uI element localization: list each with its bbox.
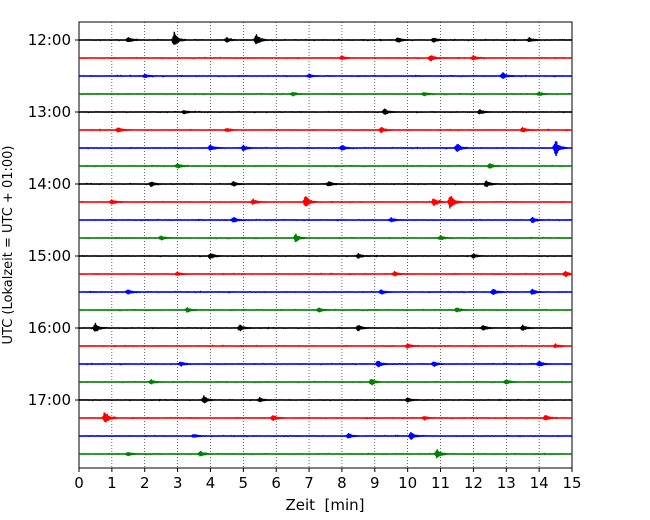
trace-line	[78, 288, 573, 296]
x-tick-label: 13	[497, 474, 516, 492]
trace-line	[78, 252, 573, 260]
x-tick-label: 12	[464, 474, 483, 492]
trace-line	[78, 54, 573, 62]
trace-line	[78, 163, 573, 169]
x-tick-label: 11	[431, 474, 450, 492]
trace-line	[78, 412, 573, 423]
y-axis: 12:00 13:00 14:00 15:00 16:00 17:00	[28, 31, 79, 409]
trace-line	[78, 431, 573, 440]
y-tick-label: 14:00	[28, 175, 71, 193]
x-tick-label: 15	[562, 474, 581, 492]
plot-area	[78, 21, 573, 469]
trace-group	[78, 31, 573, 459]
x-tick-label: 14	[530, 474, 549, 492]
x-tick-label: 4	[206, 474, 216, 492]
trace-line	[78, 141, 573, 157]
x-axis-title: Zeit [min]	[285, 496, 364, 514]
trace-line	[78, 195, 573, 209]
trace-line	[78, 322, 573, 332]
x-tick-label: 0	[74, 474, 84, 492]
x-tick-label: 3	[173, 474, 183, 492]
trace-line	[78, 72, 573, 79]
y-tick-label: 15:00	[28, 247, 71, 265]
trace-line	[78, 91, 573, 97]
trace-line	[78, 216, 573, 223]
x-tick-label: 6	[271, 474, 281, 492]
trace-line	[78, 449, 573, 459]
trace-line	[78, 108, 573, 115]
x-axis: 0 1 2 3 4 5 6 7 8 9 10 11 12 13 14 15	[74, 468, 582, 492]
trace-line	[78, 270, 573, 278]
trace-line	[78, 31, 573, 45]
y-tick-label: 12:00	[28, 31, 71, 49]
y-axis-title: UTC (Lokalzeit = UTC + 01:00)	[1, 146, 16, 345]
x-tick-label: 10	[398, 474, 417, 492]
trace-line	[78, 360, 573, 368]
y-tick-label: 13:00	[28, 103, 71, 121]
trace-line	[78, 379, 573, 386]
trace-line	[78, 180, 573, 188]
trace-line	[78, 233, 573, 243]
grid-lines	[111, 22, 540, 468]
x-tick-label: 8	[337, 474, 347, 492]
trace-line	[78, 126, 573, 133]
x-tick-label: 1	[107, 474, 117, 492]
x-tick-label: 5	[239, 474, 249, 492]
trace-line	[78, 343, 573, 349]
y-tick-label: 17:00	[28, 391, 71, 409]
x-tick-label: 2	[140, 474, 150, 492]
x-tick-label: 9	[370, 474, 380, 492]
trace-line	[78, 307, 573, 313]
y-tick-label: 16:00	[28, 319, 71, 337]
trace-line	[78, 395, 573, 404]
x-tick-label: 7	[304, 474, 314, 492]
